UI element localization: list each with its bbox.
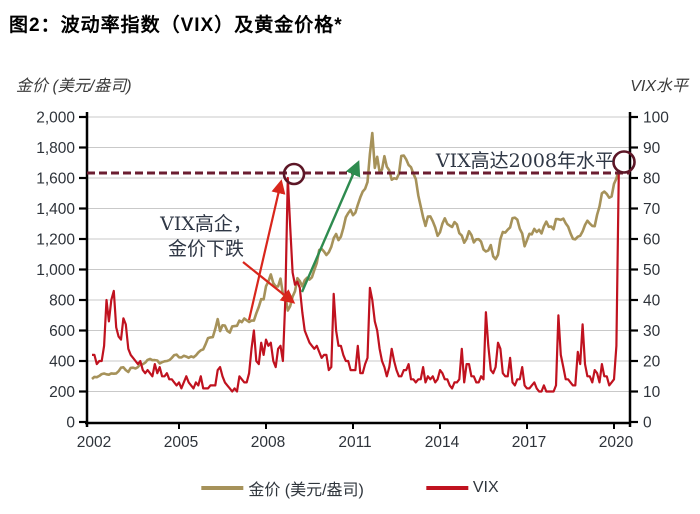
x-axis-tick-label: 2014 [425,434,460,451]
vix-line-swatch [425,486,468,490]
left-axis-tick-label: 1,800 [36,140,75,157]
x-axis-tick-label: 2002 [77,434,111,451]
right-axis-tick-label: 100 [643,110,669,127]
left-axis-tick-label: 1,000 [36,262,75,279]
vix-line [92,171,620,393]
annotation-vix-high-gold-falls: VIX高企， 金价下跌 [148,212,264,262]
right-axis-tick-label: 20 [643,354,661,371]
left-axis-tick-label: 200 [49,384,75,401]
left-axis-tick-label: 0 [66,415,75,432]
legend-label-vix: VIX [472,479,499,496]
right-axis-tick-label: 80 [643,171,661,188]
gold-line-swatch [201,486,244,490]
left-axis-tick-label: 800 [49,293,75,310]
x-axis-tick-label: 2017 [512,434,546,451]
x-axis-tick-label: 2011 [338,434,371,451]
chart-legend: 金价 (美元/盎司) VIX [201,476,499,500]
series-group [91,131,621,393]
right-axis-tick-label: 50 [643,262,661,279]
green-arrow-gold-rally [300,160,361,293]
annotation-line1: VIX高企， [160,213,252,235]
right-axis-tick-label: 10 [643,384,661,401]
left-axis-tick-label: 1,600 [36,171,75,188]
legend-label-gold: 金价 (美元/盎司) [248,482,364,499]
left-axis-tick-label: 1,200 [36,232,75,249]
left-axis-tick-label: 2,000 [36,110,75,127]
gridlines-group [87,116,630,392]
axes-group [79,112,638,429]
right-axis-tick-label: 30 [643,323,661,340]
left-axis-tick-label: 600 [49,323,75,340]
legend-item-vix: VIX [425,479,499,497]
right-axis-tick-label: 60 [643,232,661,249]
red-arrow-to-vix-spike [247,179,286,321]
chart-title: 图2：波动率指数（VIX）及黄金价格* [9,15,343,36]
left-axis-title: 金价 (美元/盎司) [16,78,132,95]
annotation-vix-2008-level: VIX高达2008年水平 [435,150,614,172]
legend-item-gold: 金价 (美元/盎司) [201,476,364,500]
circle-highlight-2008-vix-peak [282,162,306,186]
red-arrow-to-gold-dip [242,261,296,304]
circle-highlight-2020-vix-peak [612,150,636,174]
left-axis-tick-label: 1,400 [36,201,75,218]
annotation-line2: 金价下跌 [167,238,244,260]
x-axis-tick-label: 2005 [164,434,198,451]
right-axis-tick-label: 40 [643,293,661,310]
gold-price-line [91,131,621,380]
right-axis-tick-label: 0 [643,415,652,432]
x-axis-tick-label: 2020 [599,434,634,451]
right-axis-tick-label: 90 [643,140,661,157]
left-axis-tick-label: 400 [49,354,75,371]
x-axis-tick-label: 2008 [251,434,285,451]
tick-labels-group: 2,0001,8001,6001,4001,2001,0008006004002… [36,110,669,452]
right-axis-title: VIX水平 [630,78,688,95]
right-axis-tick-label: 70 [643,201,661,218]
